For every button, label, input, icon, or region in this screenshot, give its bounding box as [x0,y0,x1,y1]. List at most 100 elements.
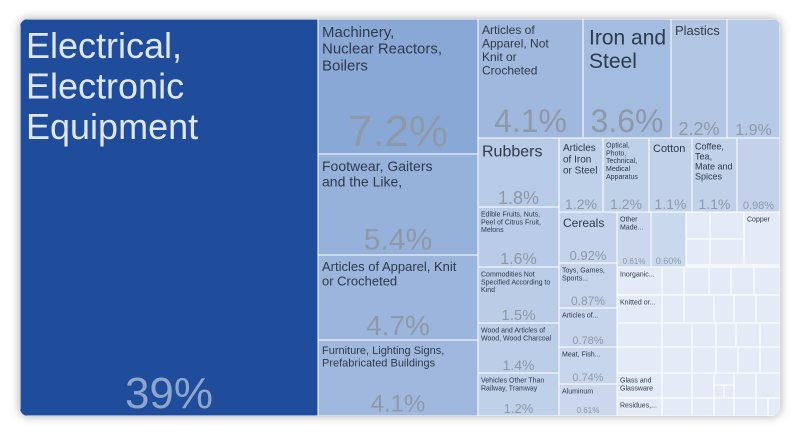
treemap-tile-small[interactable] [723,384,735,399]
treemap-tile-small[interactable] [691,346,717,374]
treemap-tile-small[interactable] [713,397,735,416]
treemap-tile-label: Furniture, Lighting Signs, Prefabricated … [322,345,444,369]
treemap-tile-rect [477,137,560,208]
treemap-tile-percent: 1.6% [500,251,536,268]
treemap-tile-small[interactable] [685,238,711,266]
unlabeled-tiles [616,211,780,416]
treemap-tile-rect [726,19,780,139]
treemap-tile-label: Commodities Not Specified According to Kin… [481,271,550,294]
treemap-tile-small[interactable] [709,238,745,266]
treemap-tile-glass-and-glassware[interactable]: Glass and Glassware [616,372,663,399]
treemap-tile-0-98[interactable]: 0.98% [736,137,780,213]
treemap-tile-plastics[interactable]: Plastics 2.2% [670,19,728,139]
treemap-tile-label: Iron and Steel [589,26,666,73]
treemap-tile-small[interactable] [755,294,780,324]
treemap-tile-label: Copper [747,216,771,223]
treemap-tile-small[interactable] [767,397,780,416]
treemap-tile-small[interactable] [683,294,715,324]
treemap-tile-small[interactable] [737,346,761,374]
treemap-tile-percent: 39% [125,369,213,416]
treemap-tile-small[interactable] [616,346,663,374]
treemap-tile-small[interactable] [733,294,757,324]
treemap-tile-cotton[interactable]: Cotton 1.1% [648,137,693,213]
treemap-tile-rect [582,19,672,139]
treemap-tile-commodities-not-specified-according-to-kind[interactable]: Commodities Not Specified According to Kin… [477,266,560,324]
treemap-tile-rect [648,137,693,213]
treemap-tile-small[interactable] [685,211,711,240]
treemap-tile-meat-fish[interactable]: Meat, Fish... 0.74% [558,346,618,385]
treemap-tile-rect [650,211,687,268]
treemap-tile-rect [477,206,560,268]
treemap-tile-articles-of[interactable]: Articles of... 0.78% [558,307,618,348]
treemap-tile-optical-photo-technical-medical-apparatus[interactable]: Optical, Photo, Technical, Medical Apparatus… [602,137,650,213]
treemap-tile-label: Toys, Games, Sports... [562,267,605,282]
treemap-tile-percent: 4.7% [366,310,430,341]
treemap-tile-articles-of-apparel-knit-or-crocheted[interactable]: Articles of Apparel, Knit or Crocheted 4.7… [317,254,479,341]
treemap-tile-residues[interactable]: Residues,... [616,397,663,416]
treemap-tile-edible-fruits-nuts-peel-of-citrus-fruit-melons[interactable]: Edible Fruits, Nuts, Peel of Citrus Fruit… [477,206,560,268]
treemap-tile-small[interactable] [708,266,732,296]
treemap-tile-inorganic[interactable]: Inorganic... [616,266,663,296]
treemap-tile-percent: 0.98% [743,200,774,212]
treemap-tile-percent: 1.5% [501,307,535,324]
treemap-tile-small[interactable] [755,397,769,416]
treemap-tile-0-60[interactable]: 0.60% [650,211,687,268]
treemap-tile-rubbers[interactable]: Rubbers 1.8% [477,137,560,208]
treemap-tile-percent: 1.9% [735,122,771,139]
treemap-tile-percent: 4.1% [494,103,567,139]
treemap-tile-small[interactable] [755,372,780,399]
treemap-tile-other-made[interactable]: Other Made... 0.61% [616,211,652,268]
treemap-tile-wood-and-articles-of-wood-wood-charcoal[interactable]: Wood and Articles of Wood, Wood Charcoal 1… [477,322,560,374]
treemap-tile-small[interactable] [753,266,780,296]
treemap-tile-1-9[interactable]: 1.9% [726,19,780,139]
treemap-tile-small[interactable] [735,322,761,348]
treemap-tile-rect [477,372,560,416]
treemap-tile-small[interactable] [713,294,735,324]
treemap-tile-copper[interactable]: Copper [743,211,780,266]
treemap-tile-label: Articles of Apparel, Knit or Crocheted [322,259,457,289]
treemap-tile-small[interactable] [616,322,663,348]
treemap-tile-small[interactable] [683,266,710,296]
treemap-tile-small[interactable] [759,346,780,374]
treemap-tile-toys-games-sports[interactable]: Toys, Games, Sports... 0.87% [558,262,618,309]
treemap-tile-small[interactable] [661,294,685,324]
treemap-tile-articles-of-apparel-not-knit-or-crocheted[interactable]: Articles of Apparel, Not Knit or Crocheted 4… [477,19,584,139]
treemap-tile-percent: 0.61% [577,406,600,415]
treemap-tile-knitted-or[interactable]: Knitted or... [616,294,663,324]
treemap-tile-vehicles-other-than-railway-tramway[interactable]: Vehicles Other Than Railway, Tramway 1.2% [477,372,560,416]
treemap-tile-small[interactable] [661,322,693,348]
treemap-tile-articles-of-iron-or-steel[interactable]: Articles of Iron or Steel 1.2% [558,137,604,213]
treemap-tile-small[interactable] [661,397,693,416]
treemap-tile-percent: 1.2% [565,196,597,212]
treemap-tile-rect [616,294,663,324]
treemap-tile-percent: 1.2% [504,401,534,416]
treemap-tile-cereals[interactable]: Cereals 0.92% [558,211,618,264]
treemap-tile-rect [616,266,663,296]
treemap-tile-small[interactable] [691,372,715,399]
treemap-tile-label: Rubbers [482,144,542,161]
treemap-tile-small[interactable] [661,372,693,399]
treemap-tile-small[interactable] [730,266,755,296]
treemap-tile-small[interactable] [715,346,739,374]
treemap-tile-small[interactable] [709,211,745,240]
treemap-tile-rect [616,211,652,268]
treemap-tile-iron-and-steel[interactable]: Iron and Steel 3.6% [582,19,672,139]
treemap-tile-percent: 0.78% [572,335,603,347]
treemap-tile-small[interactable] [691,397,715,416]
treemap-tile-electrical-electronic-equipment[interactable]: Electrical, Electronic Equipment 39% [20,19,319,416]
treemap-tile-footwear-gaiters-and-the-like[interactable]: Footwear, Gaiters and the Like, 5.4% [317,153,479,257]
treemap-tile-small[interactable] [661,346,693,374]
treemap-tile-small[interactable] [713,384,725,399]
treemap-tile-small[interactable] [691,322,717,348]
treemap-tile-aluminum[interactable]: Aluminum 0.61% [558,383,618,416]
treemap-tile-small[interactable] [661,266,685,296]
treemap-tile-machinery-nuclear-reactors-boilers[interactable]: Machinery, Nuclear Reactors, Boilers 7.2% [317,19,479,156]
treemap-tile-furniture-lighting-signs-prefabricated-buildings[interactable]: Furniture, Lighting Signs, Prefabricated … [317,339,479,416]
treemap-tile-rect [558,137,604,213]
treemap-tile-small[interactable] [733,372,757,399]
treemap-tile-small[interactable] [733,397,757,416]
treemap-tile-coffee-tea-mate-and-spices[interactable]: Coffee, Tea, Mate and Spices 1.1% [691,137,738,213]
treemap-tile-small[interactable] [715,322,737,348]
treemap-tile-rect [317,254,479,341]
treemap-tile-small[interactable] [759,322,780,348]
